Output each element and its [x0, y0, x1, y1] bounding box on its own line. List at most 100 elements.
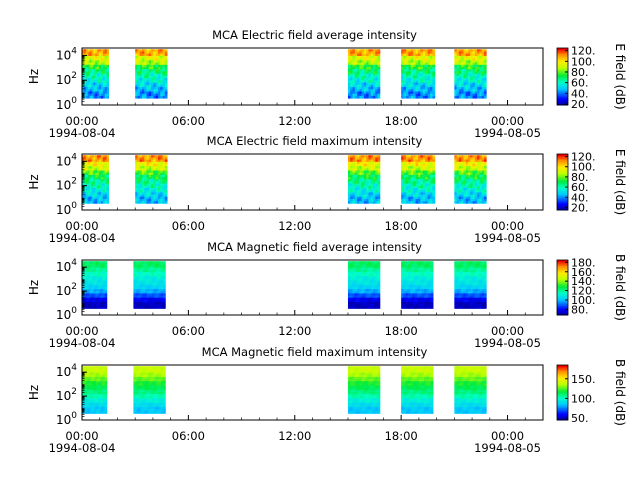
spectrogram-cell — [370, 181, 374, 185]
spectrogram-cell — [151, 274, 155, 277]
spectrogram-cell — [483, 289, 487, 292]
spectrogram-cell — [472, 179, 476, 182]
spectrogram-cell — [85, 161, 89, 165]
spectrogram-cell — [422, 91, 426, 95]
spectrogram-cell — [354, 93, 358, 97]
spectrogram-cell — [157, 166, 161, 169]
spectrogram-cell — [139, 192, 143, 195]
spectrogram-cell — [477, 71, 480, 75]
spectrogram-cell — [89, 284, 92, 288]
spectrogram-cell — [481, 82, 485, 86]
spectrogram-cell — [350, 282, 353, 286]
spectrogram-cell — [361, 64, 365, 68]
x-tick-date: 1994-08-04 — [49, 336, 116, 350]
spectrogram-cell — [87, 190, 90, 193]
spectrogram-cell — [162, 179, 166, 182]
spectrogram-cell — [483, 55, 487, 59]
spectrogram-cell — [405, 261, 409, 264]
spectrogram-cell — [377, 55, 381, 59]
spectrogram-cell — [401, 71, 404, 75]
spectrogram-cell — [420, 192, 424, 195]
spectrogram-cell — [91, 174, 94, 178]
spectrogram-cell — [156, 295, 159, 299]
spectrogram-cell — [146, 181, 150, 185]
spectrogram-cell — [144, 82, 147, 86]
spectrogram-cell — [137, 194, 141, 198]
spectrogram-cell — [401, 62, 404, 66]
spectrogram-cell — [144, 155, 147, 158]
spectrogram-cell — [350, 170, 353, 174]
data-block — [347, 261, 381, 309]
spectrogram-cell — [157, 53, 161, 57]
spectrogram-cell — [357, 278, 360, 281]
spectrogram-cell — [148, 87, 152, 90]
spectrogram-cell — [422, 166, 426, 169]
spectrogram-cell — [366, 58, 369, 61]
spectrogram-cell — [377, 263, 381, 266]
spectrogram-cell — [370, 53, 374, 57]
spectrogram-cell — [354, 261, 358, 264]
spectrogram-cell — [410, 190, 414, 193]
spectrogram-cell — [87, 289, 90, 292]
spectrogram-cell — [373, 80, 376, 84]
spectrogram-cell — [377, 267, 381, 271]
spectrogram-cell — [146, 67, 150, 70]
spectrogram-cell — [95, 198, 98, 202]
spectrogram-cell — [146, 157, 150, 160]
spectrogram-cell — [403, 163, 407, 167]
spectrogram-cell — [97, 198, 100, 202]
spectrogram-cell — [357, 265, 360, 269]
spectrogram-cell — [97, 293, 101, 296]
spectrogram-cell — [102, 174, 106, 178]
spectrogram-cell — [146, 161, 150, 165]
spectrogram-cell — [83, 269, 86, 273]
spectrogram-cell — [377, 265, 381, 269]
spectrogram-cell — [101, 64, 104, 68]
spectrogram-cell — [427, 71, 431, 75]
spectrogram-cell — [415, 73, 419, 77]
spectrogram-cell — [458, 168, 462, 171]
spectrogram-cell — [144, 196, 147, 200]
spectrogram-cell — [357, 55, 360, 59]
spectrogram-cell — [83, 155, 87, 158]
spectrogram-cell — [352, 196, 356, 200]
spectrogram-cell — [357, 289, 360, 292]
spectrogram-cell — [454, 267, 458, 271]
spectrogram-cell — [151, 78, 154, 81]
spectrogram-cell — [99, 271, 102, 275]
spectrogram-cell — [370, 293, 374, 296]
spectrogram-cell — [95, 55, 98, 59]
spectrogram-cell — [87, 84, 90, 88]
spectrogram-cell — [96, 301, 99, 305]
spectrogram-cell — [401, 168, 404, 171]
spectrogram-cell — [83, 51, 87, 55]
spectrogram-cell — [403, 53, 407, 57]
spectrogram-cell — [97, 84, 100, 88]
spectrogram-cell — [350, 93, 353, 97]
spectrogram-cell — [418, 55, 421, 59]
spectrogram-cell — [454, 306, 458, 309]
spectrogram-cell — [456, 278, 460, 281]
spectrogram-cell — [427, 179, 431, 182]
spectrogram-cell — [407, 267, 411, 271]
spectrogram-cell — [106, 179, 109, 182]
spectrogram-cell — [144, 89, 147, 92]
spectrogram-cell — [401, 49, 404, 52]
spectrogram-cell — [153, 261, 157, 264]
spectrogram-cell — [408, 174, 412, 178]
spectrogram-cell — [432, 49, 436, 52]
spectrogram-cell — [155, 185, 159, 189]
spectrogram-cell — [426, 269, 429, 273]
spectrogram-cell — [415, 93, 419, 97]
spectrogram-cell — [463, 58, 467, 61]
spectrogram-cell — [102, 159, 106, 163]
spectrogram-cell — [401, 75, 404, 79]
spectrogram-cell — [373, 168, 376, 171]
spectrogram-cell — [370, 265, 374, 269]
spectrogram-cell — [405, 174, 409, 178]
spectrogram-cell — [83, 181, 87, 185]
spectrogram-cell — [140, 297, 143, 301]
spectrogram-cell — [352, 53, 356, 57]
spectrogram-cell — [410, 263, 413, 266]
spectrogram-cell — [102, 67, 106, 70]
